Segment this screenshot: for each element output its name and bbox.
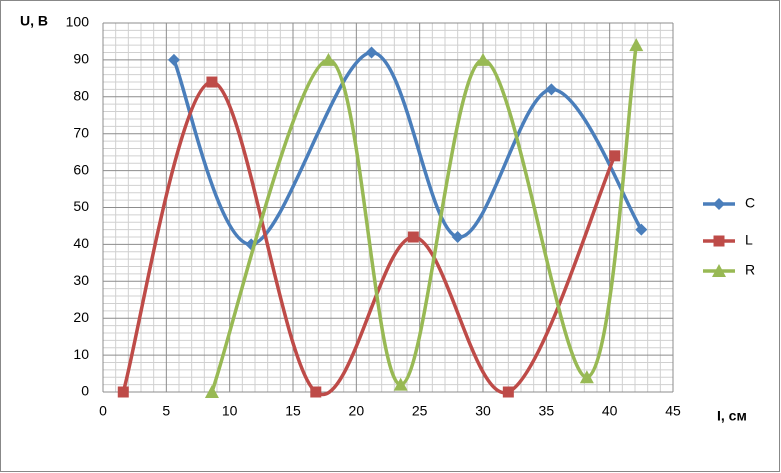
x-tick-label: 40 xyxy=(602,403,618,419)
x-tick-label: 45 xyxy=(665,403,681,419)
x-axis-label: I, см xyxy=(717,408,747,424)
y-tick-label: 10 xyxy=(73,346,89,362)
y-tick-label: 70 xyxy=(73,124,89,140)
x-tick-label: 35 xyxy=(539,403,555,419)
x-tick-label: 30 xyxy=(475,403,491,419)
marker xyxy=(713,198,725,210)
x-tick-label: 25 xyxy=(412,403,428,419)
marker xyxy=(629,38,644,52)
marker xyxy=(713,235,725,247)
marker xyxy=(451,231,464,244)
marker xyxy=(635,223,648,236)
legend-label: L xyxy=(745,232,753,248)
y-axis-label: U, В xyxy=(20,13,48,29)
legend-label: R xyxy=(745,262,755,278)
marker xyxy=(206,76,218,88)
x-tick-label: 10 xyxy=(222,403,238,419)
y-tick-label: 0 xyxy=(81,383,89,399)
y-tick-label: 80 xyxy=(73,88,89,104)
y-tick-label: 40 xyxy=(73,235,89,251)
y-tick-label: 90 xyxy=(73,51,89,67)
x-tick-label: 15 xyxy=(285,403,301,419)
marker xyxy=(365,46,378,59)
x-tick-label: 5 xyxy=(162,403,170,419)
marker xyxy=(476,52,490,66)
marker xyxy=(545,83,558,96)
series-line xyxy=(121,80,617,397)
y-tick-label: 30 xyxy=(73,272,89,288)
marker xyxy=(204,385,219,398)
legend-label: C xyxy=(745,195,755,211)
y-tick-label: 60 xyxy=(73,161,89,177)
y-tick-label: 100 xyxy=(66,14,90,30)
marker xyxy=(407,231,419,243)
series-line xyxy=(210,44,638,393)
marker xyxy=(310,386,322,398)
y-tick-label: 50 xyxy=(73,198,89,214)
x-tick-label: 20 xyxy=(349,403,365,419)
marker xyxy=(117,386,129,398)
marker xyxy=(609,150,621,162)
y-tick-label: 20 xyxy=(73,309,89,325)
marker xyxy=(712,264,726,277)
marker xyxy=(393,377,408,391)
marker xyxy=(579,370,594,384)
marker xyxy=(245,238,258,251)
x-tick-label: 0 xyxy=(99,403,107,419)
marker xyxy=(321,52,336,66)
marker xyxy=(502,386,514,398)
marker xyxy=(167,53,180,66)
